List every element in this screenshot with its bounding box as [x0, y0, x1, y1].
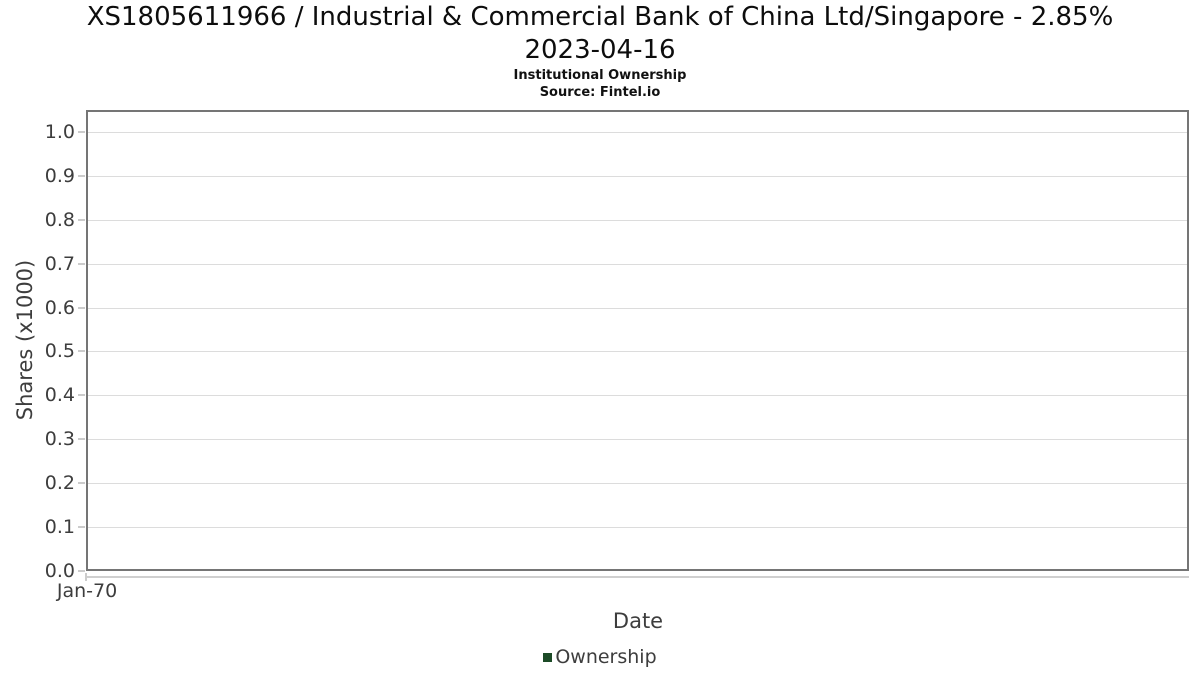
y-gridline [88, 219, 1187, 221]
chart-title-line1: XS1805611966 / Industrial & Commercial B… [86, 2, 1114, 32]
y-tick-label: 0.8 [44, 208, 75, 231]
y-tick-label: 0.0 [44, 560, 75, 582]
y-gridline [88, 527, 1187, 529]
y-tick-mark [78, 218, 85, 221]
x-axis-line [86, 576, 1189, 578]
y-tick-mark [78, 394, 85, 397]
plot-area [86, 110, 1189, 571]
y-tick-mark [78, 174, 85, 177]
y-tick-label: 0.7 [44, 252, 75, 275]
y-tick-label: 0.1 [44, 516, 75, 539]
y-tick-mark [78, 262, 85, 265]
y-gridline [88, 395, 1187, 397]
y-tick-mark [78, 526, 85, 529]
y-tick-label: 0.4 [44, 384, 75, 407]
y-gridline [88, 175, 1187, 177]
chart-title-line2: 2023-04-16 [524, 35, 676, 65]
y-tick-mark [78, 570, 85, 572]
y-gridline [88, 307, 1187, 309]
x-tick-mark [85, 573, 87, 581]
y-tick-label: 1.0 [44, 120, 75, 143]
y-gridline [88, 483, 1187, 485]
chart-subtitle: Institutional Ownership [513, 68, 687, 83]
y-tick-label: 0.2 [44, 472, 75, 495]
y-tick-label: 0.6 [44, 296, 75, 319]
y-tick-label: 0.3 [44, 428, 75, 451]
plot-frame [86, 110, 1189, 571]
y-tick-mark [78, 130, 85, 133]
y-tick-label: 0.9 [44, 164, 75, 187]
chart-legend: Ownership [0, 646, 1200, 668]
y-tick-mark [78, 482, 85, 485]
x-tick-label: Jan-70 [56, 580, 118, 602]
y-gridline [88, 131, 1187, 133]
legend-label: Ownership [555, 646, 657, 668]
y-gridline [88, 351, 1187, 353]
x-axis-title: Date [612, 609, 664, 633]
y-axis-title: Shares (x1000) [13, 259, 37, 421]
y-tick-mark [78, 306, 85, 309]
y-tick-mark [78, 438, 85, 441]
chart-source: Source: Fintel.io [539, 85, 661, 100]
legend-item-ownership[interactable]: Ownership [543, 646, 657, 668]
y-gridline [88, 439, 1187, 441]
y-gridline [88, 263, 1187, 265]
y-tick-label: 0.5 [44, 340, 75, 363]
y-tick-mark [78, 350, 85, 353]
legend-swatch-icon [543, 652, 553, 662]
